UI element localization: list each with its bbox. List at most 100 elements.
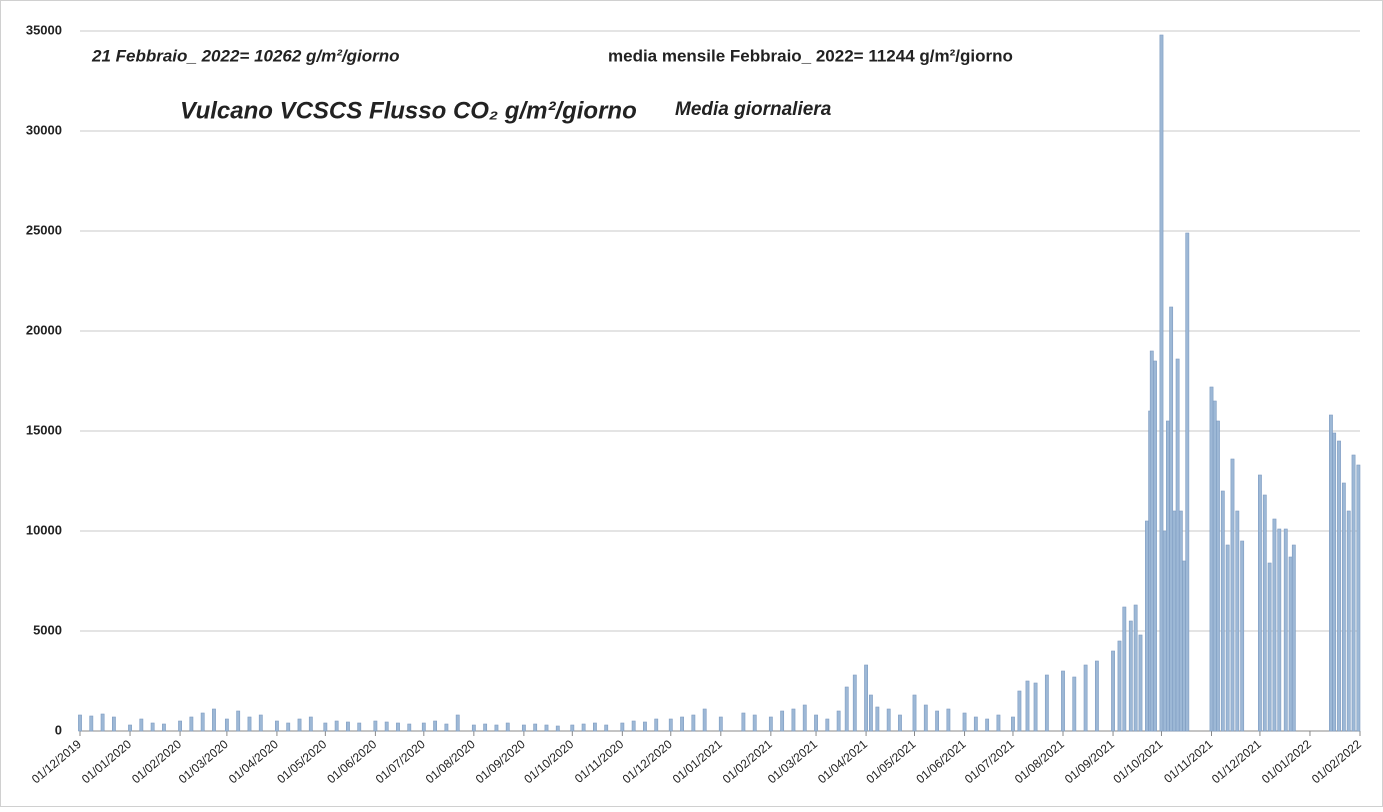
bar bbox=[1159, 34, 1164, 732]
bar bbox=[494, 724, 499, 732]
bar bbox=[1329, 414, 1333, 732]
bar bbox=[1138, 634, 1143, 732]
bar bbox=[875, 706, 880, 732]
bar bbox=[100, 713, 105, 732]
bar bbox=[247, 716, 252, 732]
bar bbox=[836, 710, 841, 732]
bar bbox=[1212, 400, 1217, 732]
bar bbox=[1291, 544, 1296, 732]
bar bbox=[1225, 544, 1230, 732]
bar bbox=[1044, 674, 1049, 732]
bar bbox=[455, 714, 460, 732]
bar bbox=[741, 712, 746, 732]
bar bbox=[1169, 306, 1174, 732]
bar bbox=[1149, 350, 1154, 732]
bar bbox=[814, 714, 818, 732]
bar bbox=[718, 716, 723, 732]
bar bbox=[1272, 518, 1277, 732]
bar bbox=[421, 722, 426, 732]
bar bbox=[139, 718, 144, 732]
bar bbox=[923, 704, 928, 732]
bar bbox=[1128, 620, 1133, 732]
bar bbox=[258, 714, 263, 732]
bar bbox=[128, 724, 132, 732]
bar bbox=[581, 723, 586, 732]
bar bbox=[1061, 670, 1065, 732]
bar bbox=[297, 718, 302, 732]
bar bbox=[189, 716, 194, 732]
bar bbox=[1145, 520, 1149, 732]
bar bbox=[1351, 454, 1356, 732]
bar bbox=[973, 716, 978, 732]
bar bbox=[200, 712, 205, 732]
bar bbox=[1083, 664, 1088, 732]
bar bbox=[604, 724, 609, 732]
bar bbox=[505, 722, 510, 732]
bar bbox=[643, 721, 647, 732]
bar bbox=[946, 708, 951, 732]
bar bbox=[593, 722, 597, 732]
bar bbox=[78, 714, 82, 732]
y-tick-label: 25000 bbox=[26, 222, 62, 237]
bar bbox=[864, 664, 868, 732]
bar bbox=[1235, 510, 1240, 732]
bar bbox=[1175, 358, 1180, 732]
bar bbox=[150, 722, 155, 732]
bar bbox=[1111, 650, 1115, 732]
chart-subtitle: Media giornaliera bbox=[675, 99, 832, 120]
y-tick-label: 5000 bbox=[33, 622, 62, 637]
bar bbox=[869, 694, 873, 732]
bar bbox=[555, 725, 560, 732]
bar bbox=[357, 722, 362, 732]
bar bbox=[1178, 510, 1183, 732]
bar bbox=[1341, 482, 1346, 732]
bar bbox=[286, 722, 291, 732]
bar bbox=[323, 722, 328, 732]
bar bbox=[384, 721, 389, 732]
bar bbox=[1230, 458, 1235, 732]
bar bbox=[1185, 232, 1190, 732]
bar bbox=[162, 723, 166, 732]
bar bbox=[802, 704, 807, 732]
bar bbox=[1153, 360, 1157, 732]
bar bbox=[521, 724, 526, 732]
bar bbox=[212, 708, 216, 732]
bar bbox=[768, 716, 773, 732]
bar bbox=[471, 724, 476, 732]
bar bbox=[1182, 560, 1186, 732]
bar bbox=[1262, 494, 1267, 732]
bar bbox=[825, 718, 830, 732]
bar bbox=[1133, 604, 1138, 732]
bar bbox=[654, 718, 659, 732]
bar bbox=[433, 720, 438, 732]
bar bbox=[1033, 682, 1038, 732]
bar bbox=[544, 724, 549, 732]
bar bbox=[444, 723, 449, 732]
bar bbox=[111, 716, 116, 732]
bar bbox=[1017, 690, 1022, 732]
bar bbox=[631, 720, 636, 732]
bar bbox=[178, 720, 182, 732]
bar bbox=[962, 712, 967, 732]
annotation: 21 Febbraio_ 2022= 10262 g/m²/giorno bbox=[91, 46, 400, 65]
bar bbox=[898, 714, 902, 732]
bar bbox=[275, 720, 279, 732]
bar bbox=[1277, 528, 1282, 732]
bar bbox=[1209, 386, 1214, 732]
bar bbox=[680, 716, 684, 732]
bar bbox=[1220, 490, 1225, 732]
bar bbox=[912, 694, 917, 732]
bar bbox=[668, 718, 673, 732]
bar bbox=[373, 720, 378, 732]
bar bbox=[1288, 556, 1293, 732]
bar bbox=[996, 714, 1001, 732]
bar bbox=[791, 708, 796, 732]
bar bbox=[1258, 474, 1262, 732]
bar bbox=[1117, 640, 1122, 732]
y-tick-label: 0 bbox=[55, 722, 62, 737]
bar bbox=[224, 718, 229, 732]
bar bbox=[935, 710, 939, 732]
bar bbox=[236, 710, 241, 732]
bar bbox=[1162, 530, 1167, 732]
